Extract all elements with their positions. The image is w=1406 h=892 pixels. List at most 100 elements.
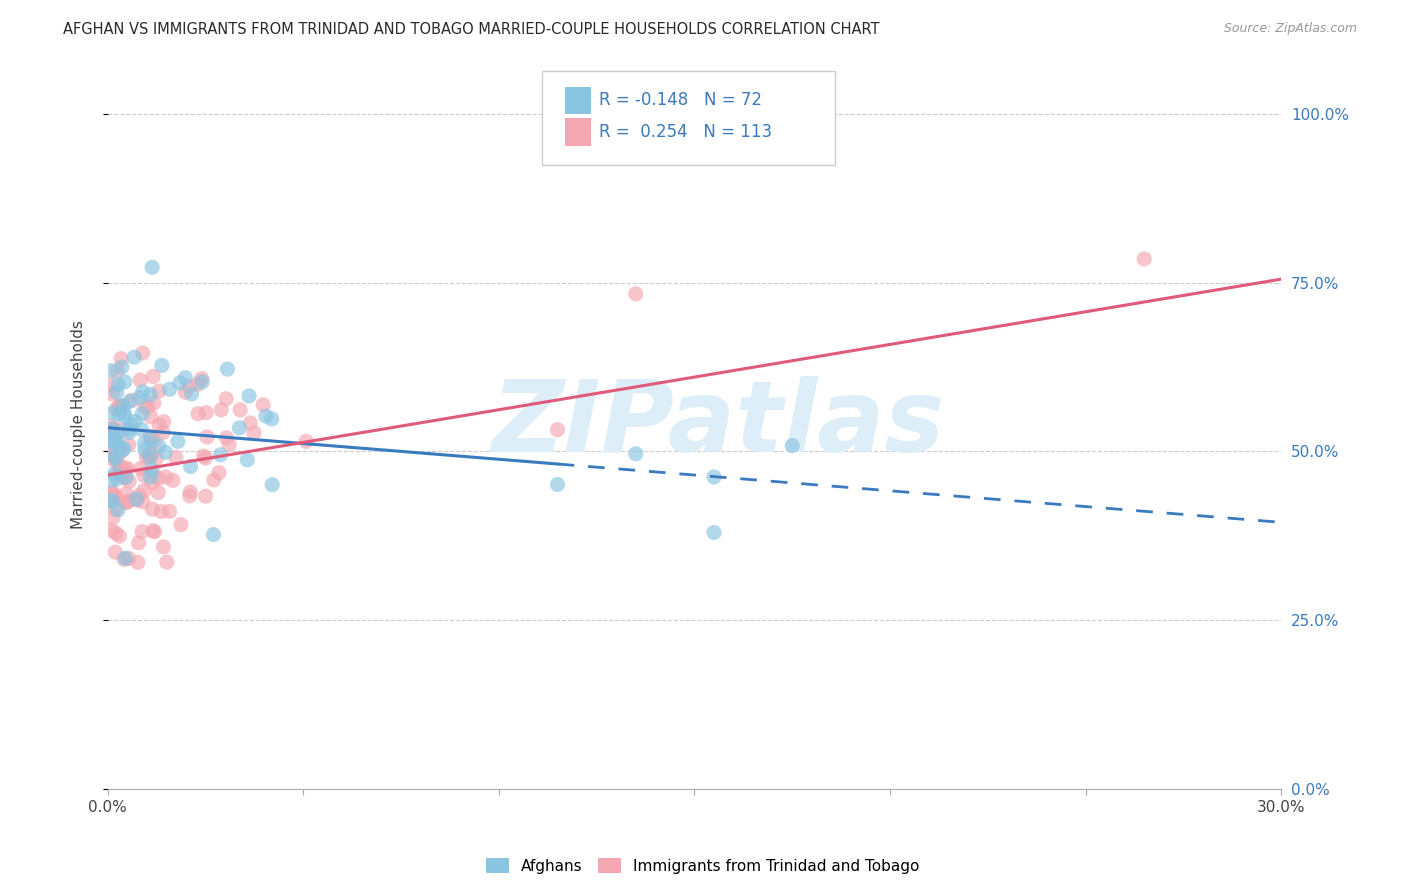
- Point: [104, 432, 127, 446]
- Point: [142, 369, 165, 384]
- Point: [104, 526, 127, 541]
- Point: [131, 423, 153, 437]
- Point: [105, 425, 128, 440]
- Point: [194, 450, 217, 465]
- Point: [134, 400, 156, 414]
- Bar: [565, 87, 591, 114]
- Point: [547, 477, 569, 491]
- Point: [108, 458, 131, 472]
- Point: [112, 399, 135, 413]
- Point: [101, 490, 124, 504]
- Point: [139, 448, 162, 462]
- Point: [295, 434, 318, 449]
- Point: [141, 476, 163, 491]
- Point: [194, 489, 217, 503]
- Point: [202, 473, 225, 487]
- Point: [129, 461, 152, 475]
- Point: [117, 422, 139, 436]
- Point: [260, 412, 283, 426]
- Point: [103, 487, 125, 501]
- Point: [150, 359, 173, 373]
- Point: [155, 470, 177, 484]
- Point: [169, 376, 191, 390]
- Point: [153, 415, 176, 429]
- Text: ZIPatlas: ZIPatlas: [491, 376, 945, 473]
- Point: [193, 449, 215, 463]
- Point: [190, 371, 212, 385]
- Point: [100, 449, 122, 463]
- Point: [115, 470, 138, 484]
- Text: Source: ZipAtlas.com: Source: ZipAtlas.com: [1223, 22, 1357, 36]
- Point: [114, 375, 136, 389]
- Text: R =  0.254   N = 113: R = 0.254 N = 113: [599, 123, 772, 141]
- Point: [174, 370, 197, 384]
- Point: [108, 407, 131, 421]
- Point: [131, 524, 153, 539]
- Point: [236, 452, 259, 467]
- Point: [118, 425, 141, 440]
- Point: [145, 451, 167, 466]
- Point: [134, 436, 156, 450]
- Point: [152, 425, 174, 440]
- Point: [174, 385, 197, 400]
- Point: [100, 473, 122, 487]
- Point: [195, 430, 218, 444]
- Point: [125, 493, 148, 508]
- Point: [114, 470, 136, 484]
- Text: AFGHAN VS IMMIGRANTS FROM TRINIDAD AND TOBAGO MARRIED-COUPLE HOUSEHOLDS CORRELAT: AFGHAN VS IMMIGRANTS FROM TRINIDAD AND T…: [63, 22, 880, 37]
- Point: [105, 491, 128, 505]
- Point: [166, 434, 188, 449]
- Point: [150, 504, 173, 518]
- Text: R = -0.148   N = 72: R = -0.148 N = 72: [599, 92, 762, 110]
- Point: [148, 439, 170, 453]
- Point: [101, 406, 124, 420]
- Point: [124, 350, 146, 364]
- Point: [107, 467, 129, 482]
- Point: [148, 485, 170, 500]
- Point: [215, 392, 238, 406]
- Point: [103, 436, 125, 450]
- Point: [218, 438, 240, 452]
- Point: [780, 439, 803, 453]
- Point: [238, 389, 260, 403]
- Point: [143, 434, 166, 448]
- Point: [100, 524, 122, 538]
- Point: [209, 402, 232, 417]
- Point: [104, 451, 127, 466]
- Point: [132, 494, 155, 508]
- Point: [101, 425, 124, 439]
- Point: [141, 260, 163, 275]
- Point: [118, 551, 141, 566]
- Point: [131, 346, 153, 360]
- Point: [117, 494, 139, 508]
- Point: [139, 433, 162, 447]
- Point: [100, 364, 122, 378]
- Point: [127, 555, 149, 569]
- Point: [100, 493, 122, 508]
- Point: [139, 409, 162, 424]
- Point: [180, 459, 202, 474]
- Point: [114, 495, 136, 509]
- Point: [114, 409, 136, 424]
- Legend: Afghans, Immigrants from Trinidad and Tobago: Afghans, Immigrants from Trinidad and To…: [479, 852, 927, 880]
- Point: [165, 450, 187, 465]
- Point: [111, 359, 134, 374]
- Point: [138, 449, 160, 463]
- Point: [100, 434, 122, 448]
- Point: [252, 398, 274, 412]
- Point: [139, 450, 162, 464]
- Point: [107, 377, 129, 392]
- Point: [128, 536, 150, 550]
- Point: [108, 529, 131, 543]
- Point: [118, 475, 141, 489]
- Point: [105, 472, 128, 486]
- Point: [208, 466, 231, 480]
- Point: [148, 471, 170, 485]
- Point: [215, 431, 238, 445]
- Point: [191, 375, 214, 389]
- Point: [117, 462, 139, 476]
- Point: [107, 503, 129, 517]
- Point: [100, 377, 122, 392]
- Point: [105, 401, 128, 416]
- Point: [195, 406, 218, 420]
